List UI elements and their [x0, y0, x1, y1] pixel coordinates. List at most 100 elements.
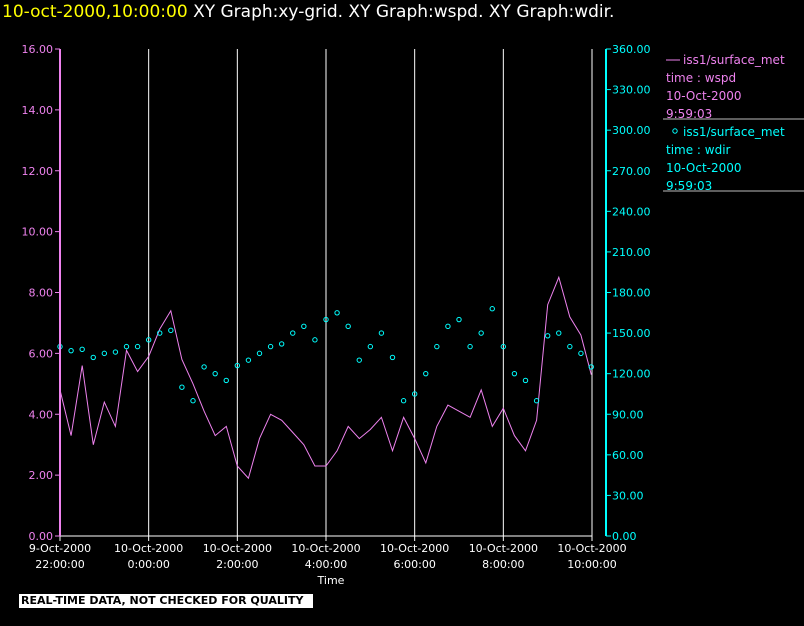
legend-line: 10-Oct-2000 — [666, 89, 742, 103]
wdir-point — [90, 354, 96, 361]
wdir-point — [79, 346, 85, 353]
legend-line: 9:59:03 — [666, 107, 712, 121]
wdir-point — [378, 330, 385, 336]
x-tick-date: 10-Oct-2000 — [203, 542, 272, 555]
wdir-point — [389, 354, 396, 361]
x-axis-label: Time — [317, 574, 345, 587]
wdir-point — [157, 330, 163, 336]
wdir-point — [112, 349, 119, 355]
x-tick-time: 2:00:00 — [216, 558, 258, 571]
wdir-point — [334, 310, 340, 316]
wdir-point — [301, 323, 307, 330]
wdir-point — [212, 370, 218, 377]
x-tick-date: 10-Oct-2000 — [380, 542, 449, 555]
x-tick-date: 10-Oct-2000 — [557, 542, 626, 555]
left-tick-label: 10.00 — [22, 226, 54, 239]
wdir-point — [312, 337, 318, 343]
legend-series-name: iss1/surface_met — [683, 125, 785, 139]
wdir-point — [467, 343, 473, 350]
legend-line: 9:59:03 — [666, 179, 712, 193]
left-tick-label: 4.00 — [29, 408, 54, 421]
wdir-point — [578, 350, 584, 357]
wdir-point — [134, 343, 141, 350]
x-tick-time: 10:00:00 — [567, 558, 616, 571]
wdir-point — [123, 343, 130, 350]
legend-line: time : wspd — [666, 71, 736, 85]
wdir-point — [445, 323, 451, 330]
x-tick-time: 8:00:00 — [482, 558, 524, 571]
vertical-grid — [148, 49, 593, 536]
wdir-point — [489, 306, 495, 312]
wspd-series — [59, 275, 592, 480]
wspd-line — [59, 275, 592, 480]
wdir-point — [567, 343, 573, 350]
title-bar: 10-oct-2000,10:00:00 XY Graph:xy-grid. X… — [2, 2, 614, 22]
wdir-point — [256, 350, 263, 357]
legend-series-name: iss1/surface_met — [683, 53, 785, 67]
x-tick-time: 6:00:00 — [393, 558, 435, 571]
left-tick-label: 8.00 — [29, 287, 54, 300]
right-tick-label: 300.00 — [612, 124, 651, 137]
wdir-point — [434, 343, 440, 350]
left-tick-label: 16.00 — [22, 43, 54, 56]
wdir-point — [278, 341, 285, 347]
left-tick-label: 12.00 — [22, 165, 54, 178]
x-tick-time: 4:00:00 — [305, 558, 347, 571]
wdir-point — [323, 316, 329, 323]
wdir-point — [179, 384, 185, 390]
wdir-point — [588, 364, 594, 370]
wdir-point — [400, 398, 407, 404]
right-tick-label: 150.00 — [612, 327, 651, 340]
wdir-point — [411, 391, 418, 397]
left-tick-label: 14.00 — [22, 104, 54, 117]
x-tick-date: 10-Oct-2000 — [114, 542, 183, 555]
x-tick-time: 22:00:00 — [35, 558, 84, 571]
wdir-point — [522, 377, 529, 384]
legend-swatch-marker — [672, 128, 678, 134]
wdir-point — [201, 364, 207, 370]
right-tick-label: 0.00 — [612, 530, 637, 543]
wdir-point — [267, 343, 274, 350]
wdir-point — [478, 330, 484, 336]
right-tick-label: 330.00 — [612, 84, 651, 97]
wdir-point — [290, 330, 296, 336]
timestamp: 10-oct-2000,10:00:00 — [2, 2, 188, 22]
left-tick-label: 0.00 — [29, 530, 54, 543]
right-tick-label: 120.00 — [612, 368, 651, 381]
wdir-point — [511, 370, 518, 377]
right-tick-label: 30.00 — [612, 489, 644, 502]
wdir-point — [245, 357, 252, 363]
x-tick-time: 0:00:00 — [127, 558, 169, 571]
x-tick-date: 10-Oct-2000 — [469, 542, 538, 555]
x-tick-date: 10-Oct-2000 — [291, 542, 360, 555]
wdir-point — [168, 327, 174, 334]
right-tick-label: 90.00 — [612, 408, 644, 421]
wdir-point — [223, 377, 229, 384]
legend-line: time : wdir — [666, 143, 731, 157]
graph-names: XY Graph:xy-grid. XY Graph:wspd. XY Grap… — [193, 2, 615, 22]
wdir-point — [556, 330, 562, 336]
right-tick-label: 360.00 — [612, 43, 651, 56]
wdir-point — [190, 398, 196, 404]
right-tick-label: 210.00 — [612, 246, 651, 259]
left-tick-label: 6.00 — [29, 347, 54, 360]
wdir-point — [345, 323, 351, 330]
wdir-point — [456, 316, 462, 323]
right-tick-label: 270.00 — [612, 165, 651, 178]
wdir-point — [356, 357, 362, 363]
wdir-point — [500, 343, 507, 350]
wdir-point — [367, 343, 374, 350]
left-tick-label: 2.00 — [29, 469, 54, 482]
right-tick-label: 180.00 — [612, 287, 651, 300]
right-tick-label: 240.00 — [612, 205, 651, 218]
right-tick-label: 60.00 — [612, 449, 644, 462]
quality-notice: REAL-TIME DATA, NOT CHECKED FOR QUALITY — [19, 594, 313, 608]
wdir-point — [145, 337, 152, 343]
wdir-point — [544, 333, 551, 339]
x-tick-date: 9-Oct-2000 — [29, 542, 91, 555]
wdir-point — [423, 370, 429, 377]
legend-line: 10-Oct-2000 — [666, 161, 742, 175]
wdir-point — [101, 350, 108, 357]
